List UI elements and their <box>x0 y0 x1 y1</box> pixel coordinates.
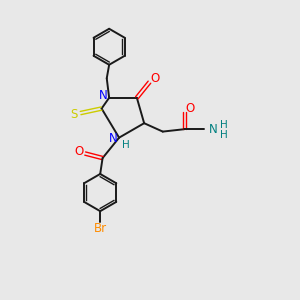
Text: H: H <box>220 120 228 130</box>
Text: S: S <box>70 108 78 121</box>
Text: N: N <box>109 132 118 146</box>
Text: H: H <box>122 140 130 150</box>
Text: O: O <box>74 145 83 158</box>
Text: Br: Br <box>94 222 107 235</box>
Text: N: N <box>209 123 218 136</box>
Text: O: O <box>150 72 160 85</box>
Text: H: H <box>220 130 228 140</box>
Text: N: N <box>99 89 108 102</box>
Text: O: O <box>185 102 194 115</box>
